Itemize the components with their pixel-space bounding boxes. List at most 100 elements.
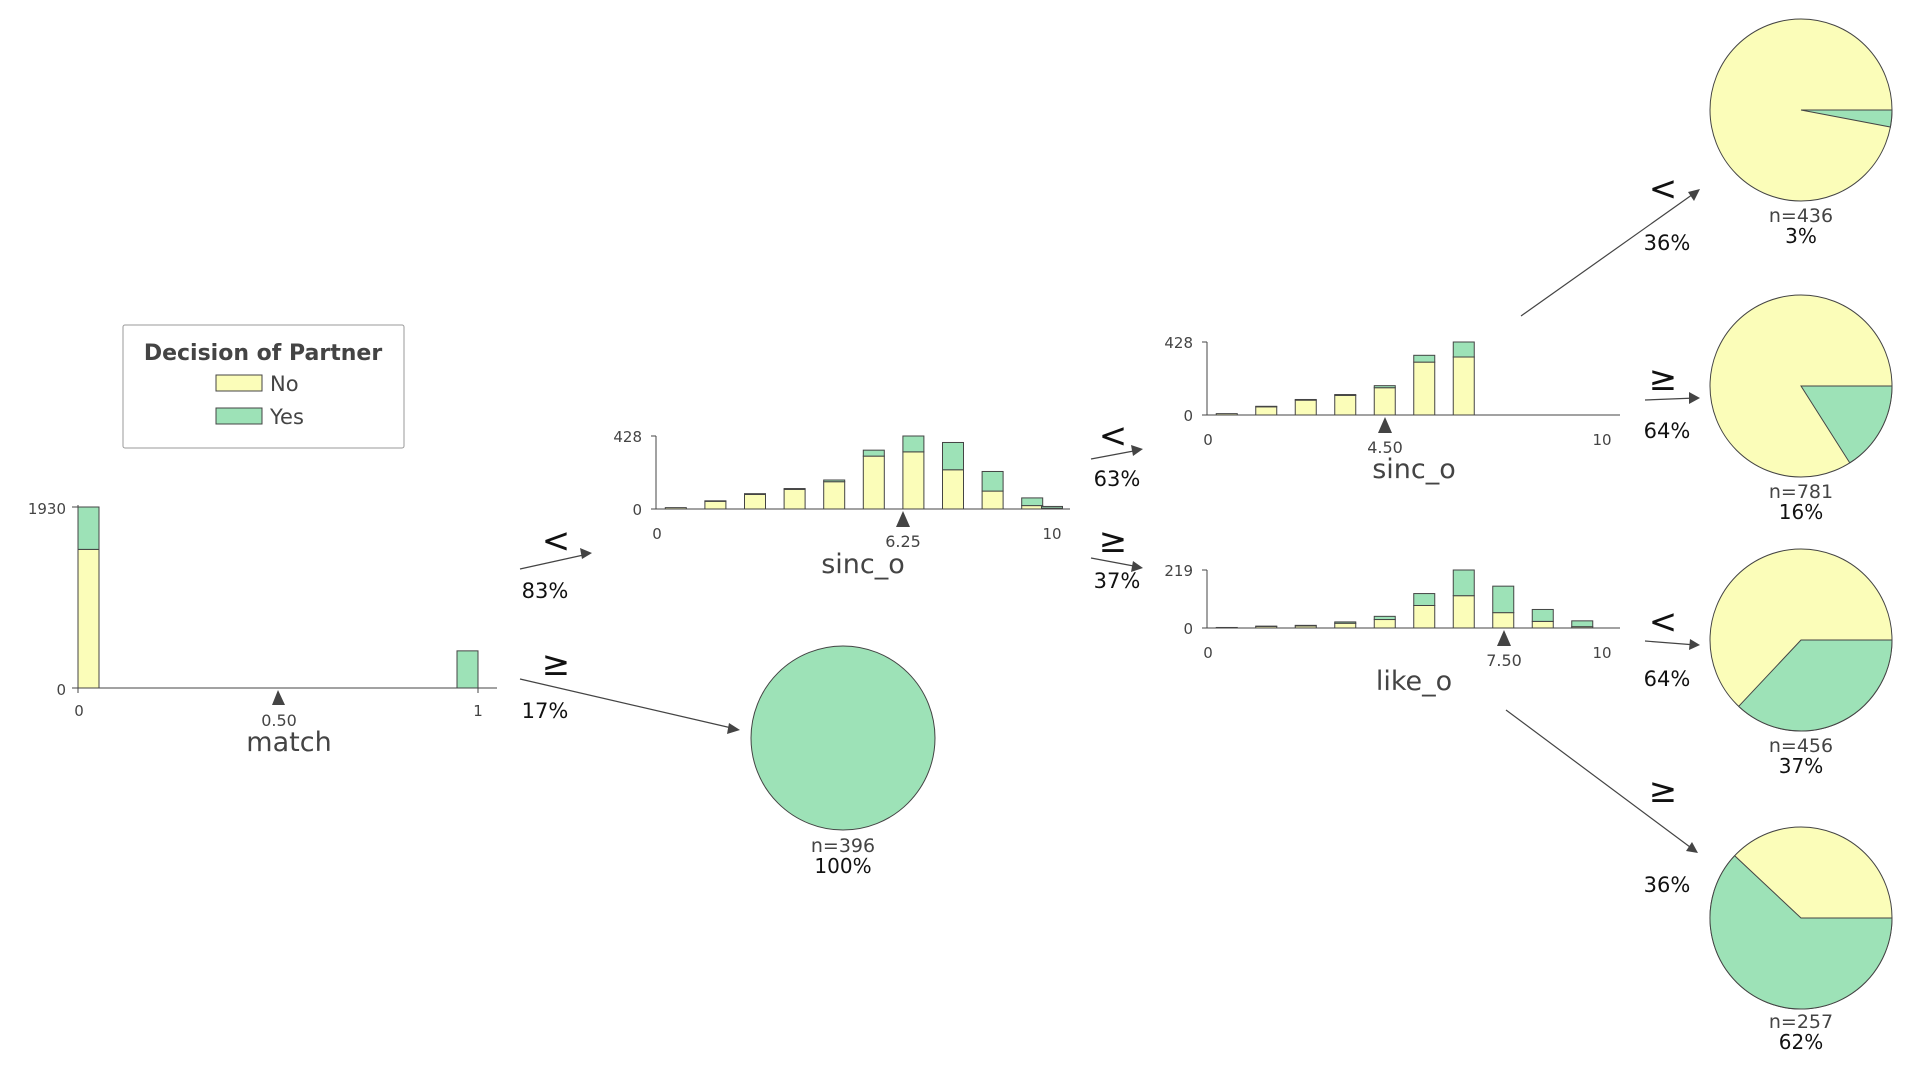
- edge-sinc-o-1-ge-symbol: ≥: [1099, 521, 1128, 561]
- sinc-o-1-bar-6-yes: [902, 435, 925, 453]
- sinc-o-1-bar-1-yes: [704, 500, 727, 502]
- like-o-threshold: 7.50: [1486, 651, 1522, 670]
- edges: < 83% ≥ 17% < 63% ≥ 37% < 36%: [519, 169, 1700, 897]
- sinc-o-2-bar-6-yes: [1452, 341, 1475, 358]
- match-x-tick-label-0: 0: [74, 702, 84, 720]
- like-o-y-max-label: 219: [1164, 562, 1193, 580]
- sinc-o-1-bars: [664, 435, 1063, 510]
- sinc-o-2-threshold: 4.50: [1367, 438, 1403, 457]
- match-threshold: 0.50: [261, 711, 297, 730]
- match-feature-label: match: [246, 727, 331, 758]
- leaf-3-pct: 37%: [1779, 754, 1823, 778]
- edge-sinc-o-2-ge-arrowhead: [1689, 392, 1700, 404]
- sinc-o-1-bar-9-yes: [1021, 497, 1044, 507]
- edge-sinc-o-1-lt-line: [1090, 449, 1140, 460]
- sinc-o-1-bar-4-no: [823, 481, 846, 510]
- node-like-o-histogram: 219 0 0 10 7.50 like_o: [1164, 562, 1620, 697]
- leaf-4-n: n=257: [1769, 1011, 1833, 1033]
- sinc-o-2-x-tick-label-0: 0: [1203, 431, 1213, 449]
- edge-sinc-o-2-lt-percent: 36%: [1644, 231, 1691, 255]
- like-o-split-marker: [1497, 630, 1511, 646]
- leaf-3-pie: [1709, 548, 1893, 732]
- sinc-o-1-bar-2-no: [744, 494, 766, 510]
- leaf-4-pct: 62%: [1779, 1030, 1823, 1054]
- like-o-x-tick-label-10: 10: [1592, 644, 1611, 662]
- like-o-bar-5-yes: [1413, 593, 1436, 606]
- leaf-4-pie: [1709, 826, 1893, 1010]
- sinc-o-1-y-zero-label: 0: [632, 501, 642, 519]
- edge-sinc-o-2-ge-symbol: ≥: [1649, 359, 1678, 399]
- match-y-zero-label: 0: [56, 681, 66, 699]
- edge-sinc-o-1-lt-percent: 63%: [1094, 467, 1141, 491]
- edge-match-lt-symbol: <: [542, 521, 571, 561]
- sinc-o-2-bar-2-no: [1294, 399, 1317, 416]
- sinc-o-2-bar-5-no: [1413, 361, 1436, 416]
- sinc-o-1-feature-label: sinc_o: [821, 549, 905, 580]
- like-o-bars: [1215, 569, 1594, 629]
- sinc-o-1-bar-3-no: [783, 488, 806, 510]
- leaf-2-slice-yes: [1800, 385, 1893, 464]
- leaf-2-pie: [1709, 294, 1893, 478]
- edge-match-ge-percent: 17%: [522, 699, 569, 723]
- like-o-bar-6-yes: [1452, 569, 1475, 597]
- edge-sinc-o-1-lt-arrowhead: [1131, 445, 1143, 456]
- leaf-4-slice-yes: [1709, 854, 1893, 1010]
- like-o-bar-7-yes: [1492, 585, 1515, 614]
- sinc-o-1-bar-10-yes: [1041, 505, 1063, 509]
- leaf-1-pct: 3%: [1785, 224, 1817, 248]
- edge-sinc-o-1-ge-percent: 37%: [1094, 569, 1141, 593]
- edge-match-lt-arrowhead: [580, 548, 592, 559]
- sinc-o-2-bar-3-no: [1334, 394, 1357, 416]
- edge-sinc-o-2-lt-symbol: <: [1649, 169, 1678, 209]
- sinc-o-2-split-marker: [1378, 417, 1392, 433]
- node-match-histogram: 1930 0 0 1 0.50 match: [28, 500, 497, 758]
- edge-like-o-ge: ≥ 36%: [1505, 709, 1698, 897]
- sinc-o-2-y-max-label: 428: [1164, 334, 1193, 352]
- edge-like-o-lt-percent: 64%: [1644, 667, 1691, 691]
- leaf-match-ge-slice-yes: [750, 645, 936, 831]
- sinc-o-1-bar-8-no: [981, 490, 1004, 510]
- edge-match-ge-symbol: ≥: [542, 644, 571, 684]
- leaf-3-slice-yes: [1738, 639, 1893, 732]
- edge-like-o-ge-arrowhead: [1686, 842, 1698, 853]
- edge-like-o-lt-symbol: <: [1649, 602, 1678, 642]
- match-bar-1-yes: [456, 650, 479, 689]
- sinc-o-1-bar-7-yes: [942, 441, 964, 471]
- sinc-o-2-feature-label: sinc_o: [1372, 454, 1456, 485]
- match-split-marker: [272, 690, 285, 705]
- sinc-o-2-y-zero-label: 0: [1183, 407, 1193, 425]
- leaf-1-pie: [1709, 18, 1893, 202]
- like-o-x-tick-label-0: 0: [1203, 644, 1213, 662]
- like-o-y-zero-label: 0: [1183, 620, 1193, 638]
- edge-match-lt-line: [519, 553, 589, 570]
- edge-sinc-o-2-ge-percent: 64%: [1644, 419, 1691, 443]
- edge-sinc-o-2-ge: ≥ 64%: [1644, 359, 1700, 443]
- edge-like-o-lt: < 64%: [1644, 602, 1700, 691]
- leaf-3-n: n=456: [1769, 735, 1833, 757]
- edge-match-lt-percent: 83%: [522, 579, 569, 603]
- sinc-o-1-bar-5-yes: [862, 449, 885, 457]
- leaf-2-pct: 16%: [1779, 500, 1823, 524]
- sinc-o-1-x-tick-label-10: 10: [1042, 525, 1061, 543]
- leaf-1-slice-yes: [1800, 109, 1893, 128]
- leaf-match-ge-pie: [750, 645, 936, 831]
- legend-box: [122, 324, 405, 449]
- edge-match-ge-arrowhead: [727, 723, 740, 734]
- leaf-2: n=781 16%: [1709, 294, 1893, 524]
- like-o-bar-8-yes: [1531, 608, 1554, 622]
- sinc-o-2-x-tick-label-10: 10: [1592, 431, 1611, 449]
- sinc-o-1-bar-6-no: [902, 451, 925, 510]
- match-bar-0-no: [77, 548, 100, 689]
- like-o-feature-label: like_o: [1376, 666, 1452, 697]
- sinc-o-1-bar-9-no: [1021, 505, 1044, 510]
- sinc-o-2-bar-3-yes: [1334, 394, 1357, 396]
- node-sinc-o-2-histogram: 428 0 0 10 4.50 sinc_o: [1164, 334, 1620, 485]
- edge-match-lt: < 83%: [519, 521, 592, 603]
- edge-match-ge: ≥ 17%: [519, 644, 740, 734]
- like-o-bar-4-yes: [1373, 615, 1396, 621]
- sinc-o-1-split-marker: [896, 511, 910, 527]
- edge-sinc-o-1-lt-symbol: <: [1099, 416, 1128, 456]
- like-o-bar-2-yes: [1294, 624, 1317, 627]
- legend-label-yes: Yes: [269, 405, 304, 429]
